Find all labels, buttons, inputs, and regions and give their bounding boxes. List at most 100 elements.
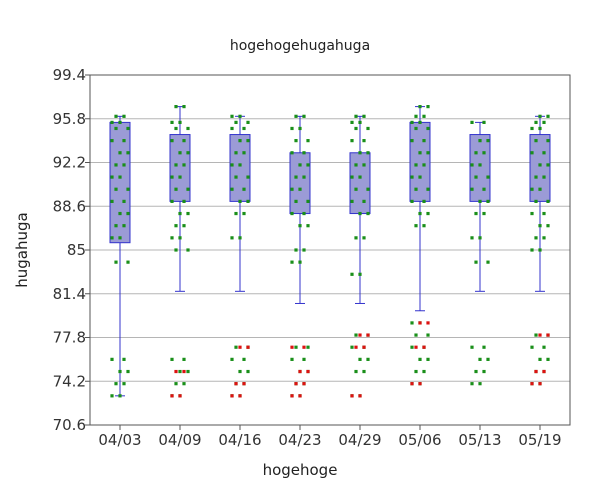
data-point-green	[182, 357, 186, 361]
data-point-green	[354, 114, 358, 118]
data-point-green	[182, 382, 186, 386]
y-axis-label: hugahuga	[13, 212, 31, 287]
data-point-red	[358, 333, 362, 337]
data-point-red	[546, 333, 550, 337]
data-point-green	[178, 175, 182, 179]
data-point-green	[530, 345, 534, 349]
chart-title: hogehogehugahuga	[230, 38, 370, 54]
data-point-green	[170, 236, 174, 240]
data-point-green	[354, 333, 358, 337]
data-point-green	[350, 139, 354, 143]
data-point-green	[114, 224, 118, 228]
data-point-green	[418, 120, 422, 124]
data-point-green	[118, 369, 122, 374]
data-point-green	[122, 139, 126, 143]
data-point-green	[298, 163, 302, 167]
data-point-green	[302, 114, 306, 118]
data-point-red	[238, 394, 242, 398]
data-point-green	[238, 199, 242, 203]
data-point-green	[546, 224, 550, 228]
data-point-green	[422, 139, 426, 143]
data-point-green	[410, 175, 414, 179]
data-point-green	[178, 369, 182, 374]
data-point-green	[474, 211, 478, 216]
y-tick-label: 99.4	[53, 66, 86, 84]
data-point-green	[122, 163, 126, 167]
data-point-green	[478, 163, 482, 167]
data-point-green	[182, 139, 186, 143]
data-point-green	[238, 163, 242, 167]
data-point-green	[290, 126, 294, 131]
data-point-green	[414, 126, 418, 131]
data-point-red	[178, 394, 182, 398]
data-point-red	[366, 333, 370, 337]
data-point-green	[530, 126, 534, 131]
data-point-green	[110, 120, 114, 124]
data-point-green	[358, 120, 362, 124]
box-04-23	[289, 152, 311, 215]
data-point-green	[418, 104, 422, 109]
x-tick-label: 04/23	[278, 431, 321, 449]
data-point-green	[294, 175, 298, 179]
data-point-green	[474, 369, 478, 374]
data-point-red	[238, 345, 242, 349]
data-point-green	[234, 211, 238, 216]
data-point-green	[538, 248, 542, 252]
data-point-green	[426, 211, 430, 216]
data-point-green	[426, 151, 430, 155]
data-point-green	[306, 224, 310, 228]
data-point-green	[298, 224, 302, 228]
data-point-green	[114, 163, 118, 167]
data-point-green	[470, 236, 474, 240]
data-point-green	[542, 120, 546, 124]
data-point-red	[534, 369, 538, 374]
data-point-green	[242, 126, 246, 131]
data-point-green	[238, 236, 242, 240]
data-point-red	[422, 345, 426, 349]
data-point-green	[538, 187, 542, 191]
data-point-red	[410, 382, 414, 386]
data-point-green	[366, 151, 370, 155]
data-point-green	[366, 211, 370, 216]
data-point-green	[110, 199, 114, 203]
box-05-13	[469, 134, 491, 202]
y-tick-label: 88.6	[53, 197, 86, 215]
data-point-red	[418, 321, 422, 325]
data-point-green	[170, 175, 174, 179]
data-point-green	[290, 260, 294, 264]
data-point-green	[362, 236, 366, 240]
data-point-green	[470, 382, 474, 386]
x-tick-label: 05/13	[458, 431, 501, 449]
data-point-green	[178, 211, 182, 216]
data-point-green	[186, 369, 190, 374]
data-point-green	[414, 333, 418, 337]
data-point-red	[290, 345, 294, 349]
y-tick-label: 85	[67, 241, 86, 259]
data-point-green	[358, 357, 362, 361]
data-point-red	[306, 369, 310, 374]
data-point-green	[118, 175, 122, 179]
data-point-green	[118, 151, 122, 155]
data-point-green	[354, 369, 358, 374]
data-point-green	[242, 151, 246, 155]
data-point-green	[410, 139, 414, 143]
data-point-green	[534, 120, 538, 124]
x-tick-label: 04/16	[218, 431, 261, 449]
data-point-green	[410, 345, 414, 349]
data-point-green	[174, 163, 178, 167]
data-point-green	[410, 199, 414, 203]
box-04-29	[349, 152, 371, 215]
data-point-green	[546, 357, 550, 361]
data-point-green	[118, 211, 122, 216]
data-point-green	[482, 151, 486, 155]
data-point-green	[538, 126, 542, 131]
data-point-green	[294, 248, 298, 252]
data-point-green	[538, 114, 542, 118]
data-point-green	[122, 199, 126, 203]
data-point-red	[230, 394, 234, 398]
y-tick-label: 81.4	[53, 285, 86, 303]
data-point-green	[110, 394, 114, 398]
data-point-green	[122, 357, 126, 361]
data-point-green	[122, 382, 126, 386]
